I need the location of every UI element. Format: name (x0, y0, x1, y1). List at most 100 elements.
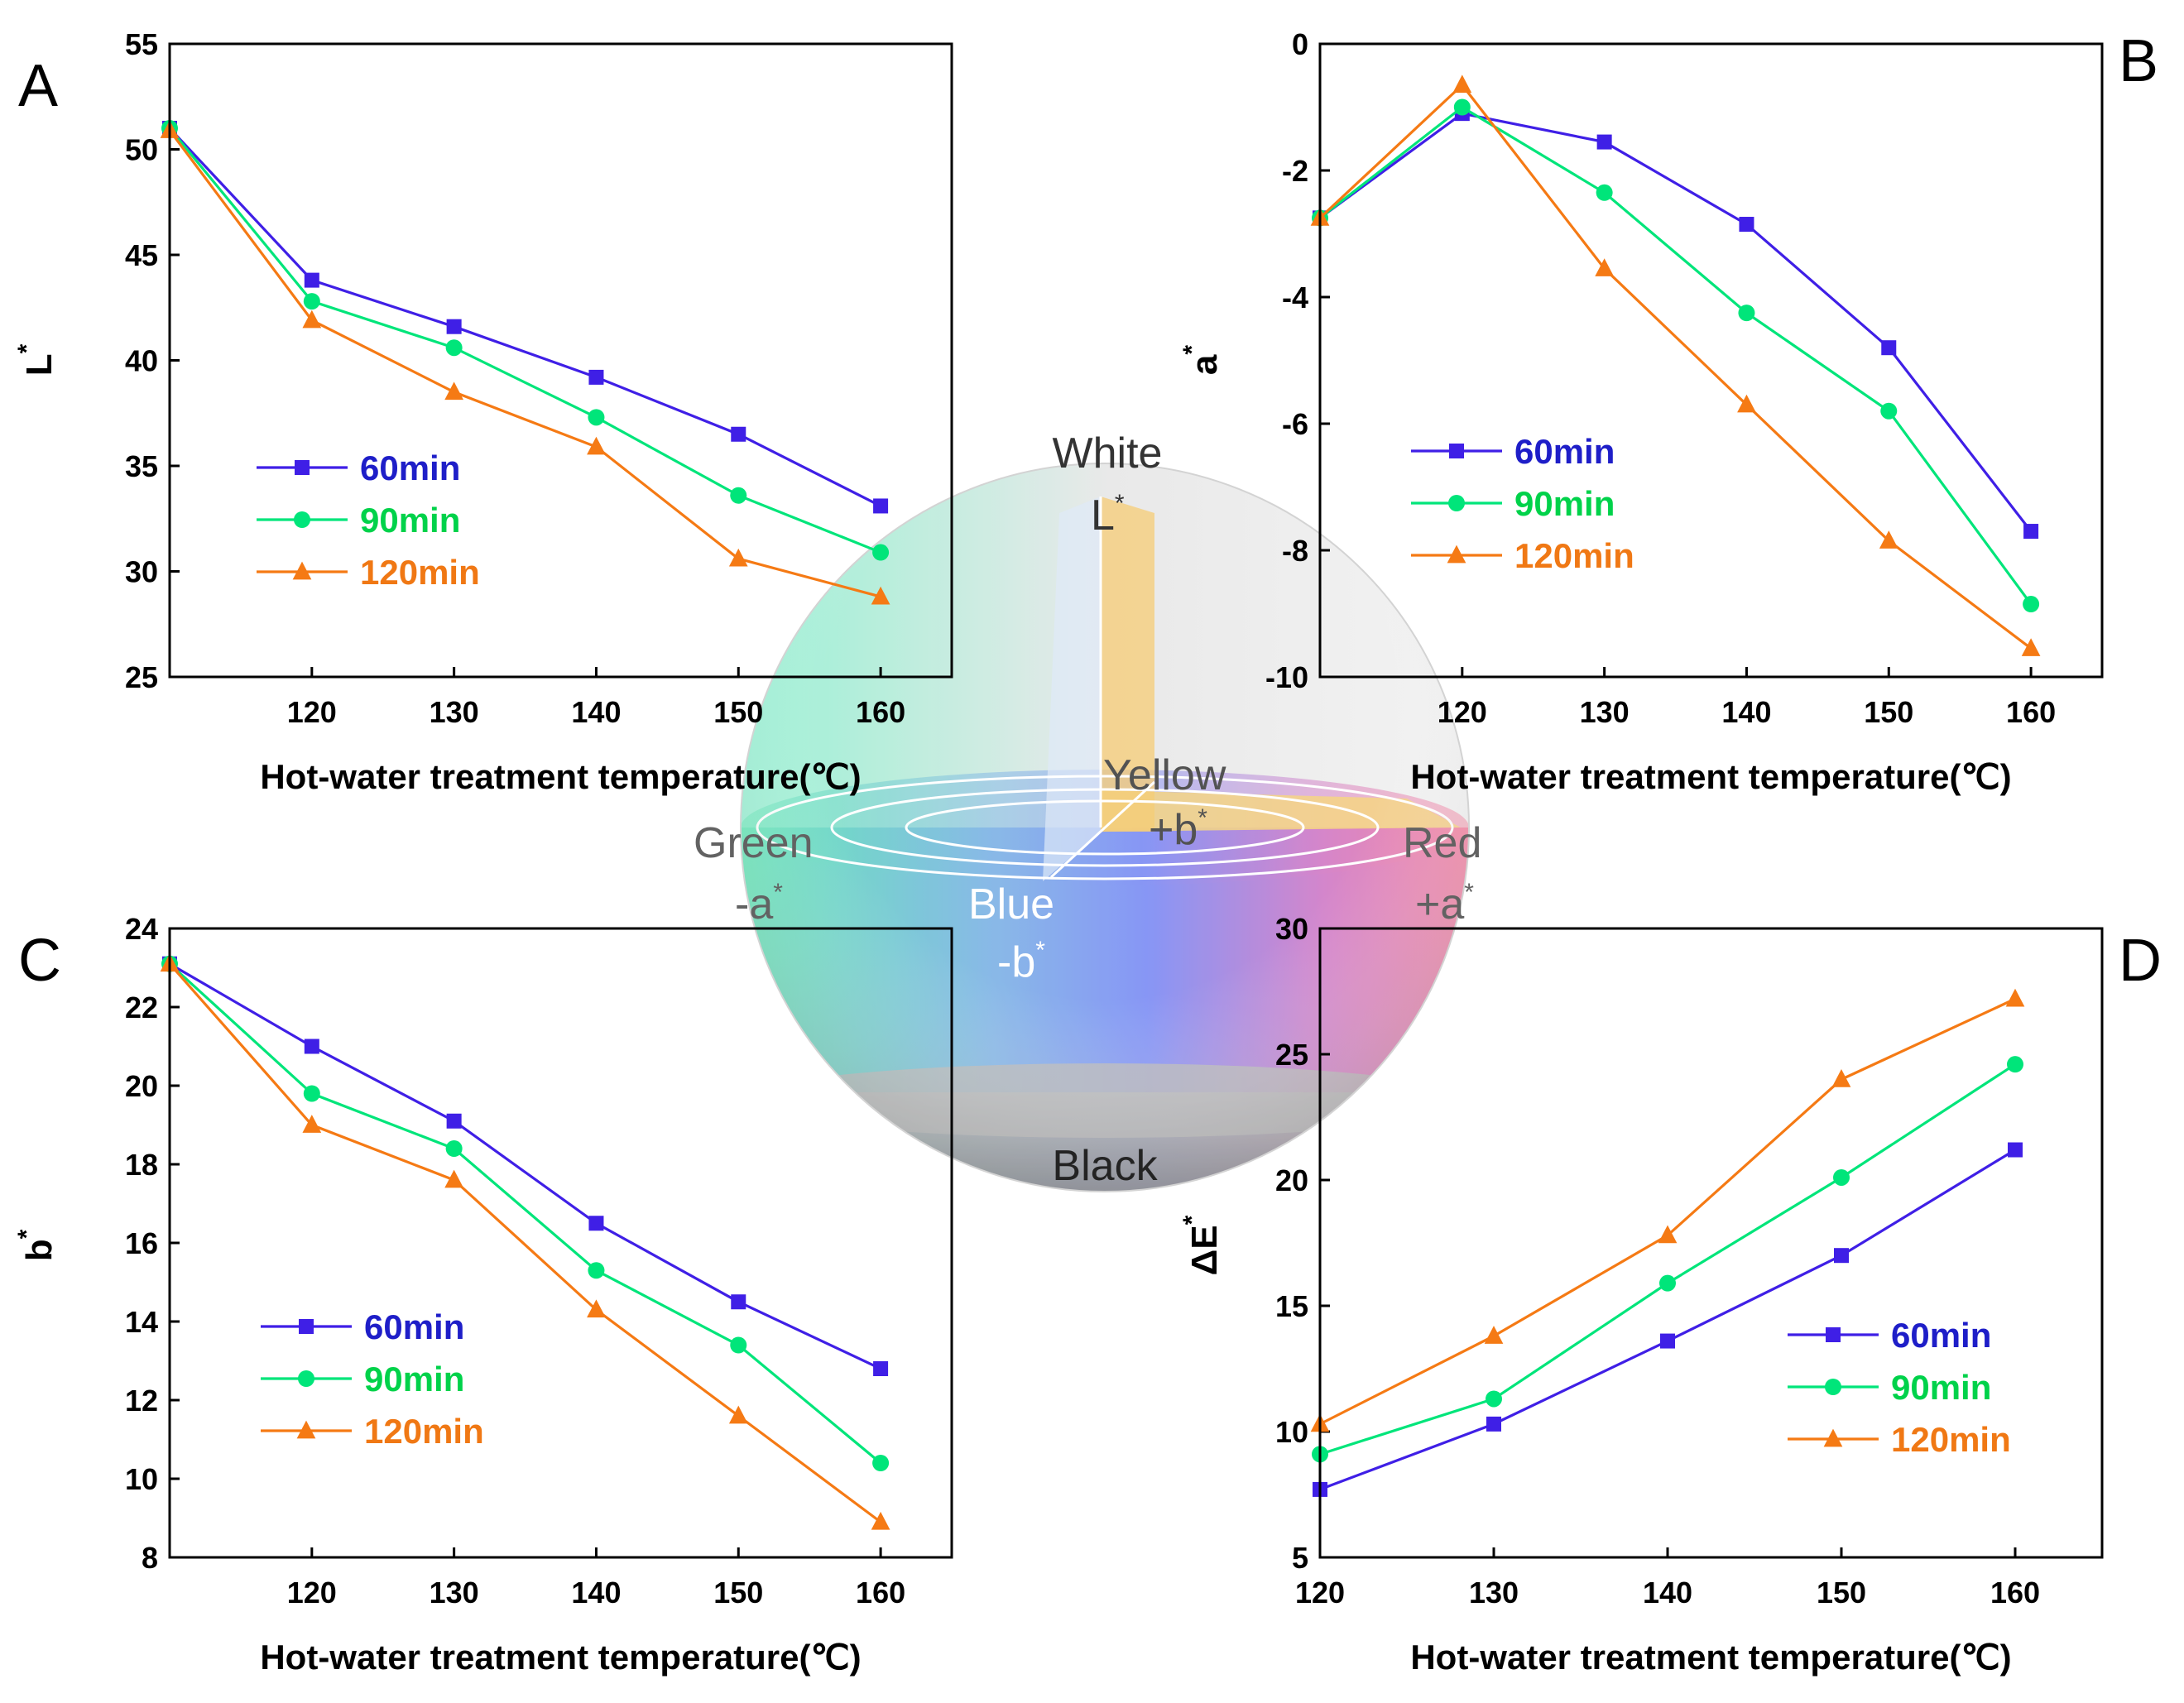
series-90min (161, 120, 890, 561)
data-point-60min (588, 1216, 604, 1231)
x-tick-label: 140 (1721, 695, 1771, 729)
legend-marker-60min (1826, 1327, 1841, 1342)
series-line-60min (168, 127, 881, 507)
x-tick-label: 140 (1643, 1576, 1692, 1609)
data-point-60min (873, 1361, 889, 1376)
series-line-90min (168, 127, 881, 554)
x-tick-label: 130 (430, 1576, 479, 1609)
series-90min (1312, 1056, 2023, 1463)
legend-label-60min: 60min (360, 449, 460, 487)
data-point-90min (872, 544, 890, 561)
series-120min (1310, 74, 2041, 656)
legend-marker-90min (298, 1370, 314, 1387)
data-point-90min (730, 1336, 747, 1354)
y-tick-label: -2 (1282, 154, 1308, 188)
y-tick-label: -6 (1282, 407, 1308, 441)
y-axis-label: ΔE* (1178, 1215, 1225, 1275)
sphere-label-l-axis: L* (1091, 490, 1125, 540)
x-axis-label: Hot-water treatment temperature(℃) (1410, 1638, 2011, 1677)
x-axis-label: Hot-water treatment temperature(℃) (260, 757, 861, 796)
y-tick-label: 10 (1275, 1415, 1308, 1449)
x-tick-label: 160 (2006, 695, 2056, 729)
data-point-60min (304, 1039, 319, 1054)
y-tick-label: 25 (1275, 1038, 1308, 1072)
sphere-label-black: Black (1052, 1142, 1158, 1190)
data-point-120min (871, 1511, 890, 1530)
series-line-120min (1318, 83, 2033, 650)
legend-marker-120min (296, 1420, 316, 1439)
y-axis-label: L* (13, 343, 60, 376)
data-point-60min (1881, 340, 1897, 356)
chart-panel-d: D 5 10 15 20 25 30 120 130 140 150 160 Hot-water tre… (1178, 912, 2162, 1677)
data-point-90min (1659, 1274, 1676, 1292)
legend: 60min 90min 120min (257, 449, 480, 592)
y-tick-label: 25 (125, 660, 158, 694)
sphere-label-minus-b: -b* (997, 937, 1045, 986)
y-tick-label: 5 (1292, 1541, 1308, 1575)
x-tick-label: 140 (571, 695, 621, 729)
legend-label-120min: 120min (1891, 1420, 2011, 1459)
data-point-60min (731, 426, 746, 442)
data-point-90min (588, 1262, 605, 1279)
series-line-60min (1319, 112, 2033, 533)
data-point-60min (2008, 1142, 2023, 1158)
data-point-120min (302, 1115, 322, 1133)
data-point-60min (731, 1294, 746, 1310)
sphere-label-red: Red (1403, 819, 1481, 867)
y-tick-label: 24 (125, 912, 158, 946)
y-tick-label: 50 (125, 133, 158, 167)
legend-marker-90min (1448, 495, 1465, 511)
legend-label-120min: 120min (1514, 536, 1634, 575)
data-point-90min (2007, 1056, 2023, 1073)
legend-label-60min: 60min (1891, 1316, 1991, 1355)
x-tick-label: 150 (713, 695, 763, 729)
data-point-60min (1596, 134, 1612, 150)
data-point-120min (2005, 988, 2025, 1007)
sphere-label-minus-a: -a* (735, 879, 783, 928)
series-line-60min (169, 962, 881, 1370)
series-60min (1313, 1142, 2023, 1497)
sphere-label-blue: Blue (968, 880, 1054, 928)
data-point-60min (1486, 1416, 1501, 1432)
x-tick-label: 130 (1580, 695, 1630, 729)
legend-marker-60min (1449, 444, 1464, 458)
series-90min (1312, 98, 2040, 613)
legend: 60min 90min 120min (1788, 1316, 2011, 1459)
data-point-120min (1831, 1069, 1851, 1087)
y-tick-label: 15 (1275, 1289, 1308, 1323)
data-point-120min (1737, 394, 1756, 413)
series-60min (162, 956, 889, 1376)
x-tick-label: 140 (571, 1576, 621, 1609)
data-point-60min (304, 272, 319, 288)
x-tick-label: 150 (713, 1576, 763, 1609)
y-tick-label: 20 (1275, 1163, 1308, 1197)
x-tick-label: 160 (856, 1576, 905, 1609)
y-tick-label: -10 (1265, 660, 1308, 694)
legend-marker-60min (299, 1319, 314, 1334)
x-axis-label: Hot-water treatment temperature(℃) (1410, 757, 2011, 796)
y-tick-label: 22 (125, 991, 158, 1024)
data-point-90min (445, 339, 463, 357)
sphere-label-white: White (1053, 429, 1163, 477)
legend-label-120min: 120min (364, 1412, 484, 1451)
series-line-120min (168, 962, 882, 1523)
data-point-90min (730, 487, 747, 504)
data-point-90min (872, 1455, 890, 1471)
data-point-120min (1879, 530, 1898, 549)
data-point-120min (1658, 1225, 1678, 1244)
data-point-90min (303, 1085, 320, 1102)
y-axis-label: a* (1178, 345, 1225, 375)
chart-panel-c: C 8 10 12 14 16 18 20 22 24 120 130 140 150 160 Hot-wat… (13, 912, 953, 1677)
data-point-60min (873, 498, 889, 514)
data-point-120min (587, 436, 606, 455)
data-point-90min (1486, 1390, 1502, 1408)
data-point-90min (1596, 184, 1613, 201)
panel-letter: B (2119, 28, 2158, 94)
x-tick-label: 120 (287, 695, 337, 729)
legend-marker-120min (292, 561, 312, 580)
legend: 60min 90min 120min (261, 1307, 484, 1451)
y-tick-label: 0 (1292, 27, 1308, 61)
series-60min (1313, 106, 2039, 540)
x-tick-label: 120 (1295, 1576, 1345, 1609)
